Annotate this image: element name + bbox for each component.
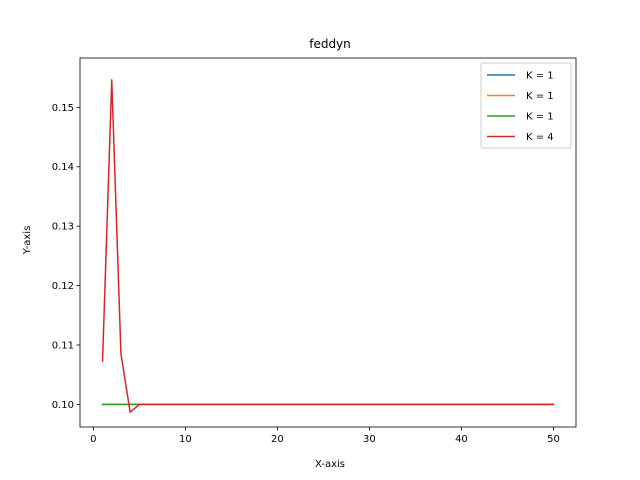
x-axis-label: X-axis — [315, 459, 345, 470]
y-axis-ticks: 0.10 0.11 0.12 0.13 0.14 0.15 — [52, 103, 80, 411]
series-layer — [101, 79, 555, 413]
y-tick-label: 0.10 — [52, 400, 74, 411]
y-tick-label: 0.14 — [52, 162, 74, 173]
y-tick-label: 0.13 — [52, 222, 74, 233]
legend-entry-label: K = 1 — [526, 71, 554, 82]
legend: K = 1 K = 1 K = 1 K = 4 — [480, 62, 572, 149]
legend-entry-label: K = 1 — [526, 112, 554, 123]
y-tick-label: 0.15 — [52, 103, 74, 114]
y-axis-label: Y-axis — [22, 226, 33, 256]
x-tick-label: 10 — [179, 434, 192, 445]
series-line-4 — [101, 79, 555, 413]
legend-entry-label: K = 4 — [526, 132, 554, 143]
plot-frame — [79, 57, 577, 428]
x-axis-ticks: 0 10 20 30 40 50 — [90, 427, 560, 445]
y-tick-label: 0.12 — [52, 281, 74, 292]
x-tick-label: 40 — [455, 434, 468, 445]
legend-entry-label: K = 1 — [526, 91, 554, 102]
x-tick-label: 20 — [271, 434, 284, 445]
x-tick-label: 0 — [90, 434, 96, 445]
x-tick-label: 30 — [363, 434, 376, 445]
legend-box — [480, 62, 572, 149]
x-tick-label: 50 — [547, 434, 560, 445]
y-tick-label: 0.11 — [52, 341, 74, 352]
chart-title: feddyn — [309, 37, 351, 51]
